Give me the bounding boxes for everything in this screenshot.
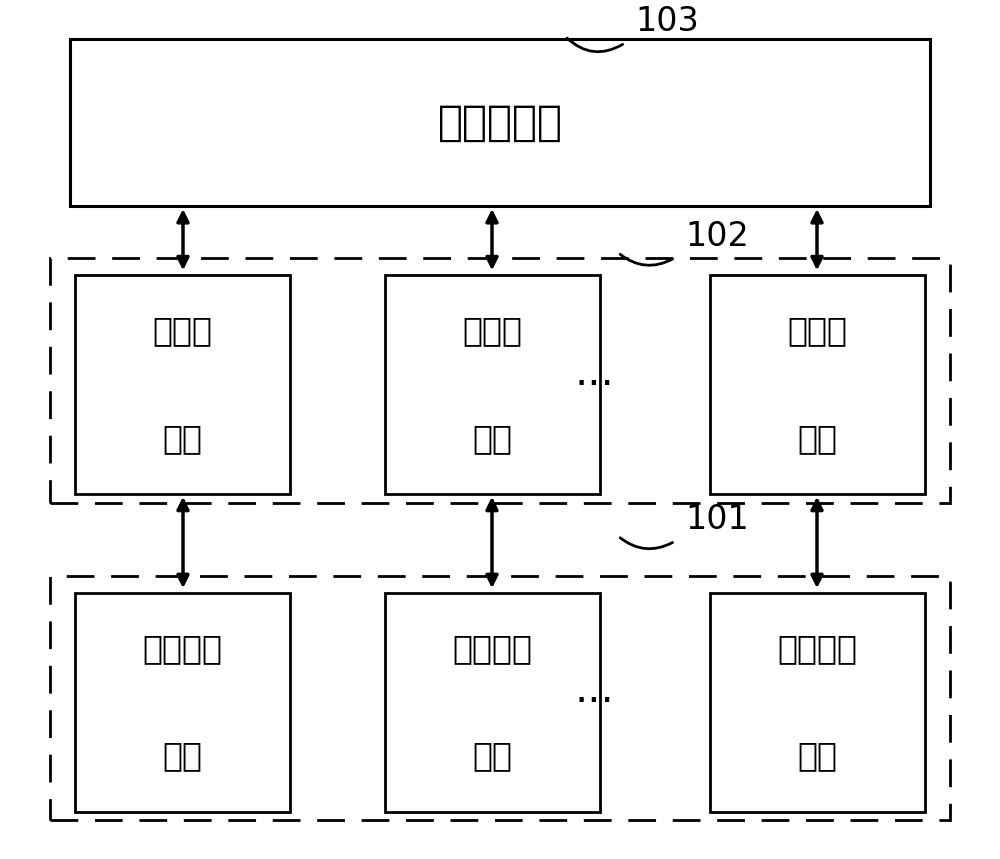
Bar <box>50 258 950 503</box>
Text: 被测存储

阵列: 被测存储 阵列 <box>143 632 222 772</box>
Text: ···: ··· <box>574 681 614 722</box>
Text: 103: 103 <box>635 5 699 38</box>
Text: 自测试

单元: 自测试 单元 <box>152 314 212 454</box>
Text: 测试控制器: 测试控制器 <box>438 101 562 143</box>
Bar <box>70 39 930 206</box>
Bar <box>385 593 600 812</box>
Bar <box>75 593 290 812</box>
Bar <box>50 576 950 820</box>
Text: 自测试

单元: 自测试 单元 <box>788 314 848 454</box>
Text: 102: 102 <box>685 220 749 253</box>
Text: 101: 101 <box>685 503 749 536</box>
Bar <box>385 275 600 494</box>
Text: 自测试

单元: 自测试 单元 <box>462 314 522 454</box>
Text: 被测存储

阵列: 被测存储 阵列 <box>778 632 858 772</box>
Text: ···: ··· <box>574 364 614 405</box>
Text: 被测存储

阵列: 被测存储 阵列 <box>452 632 532 772</box>
Bar <box>710 593 925 812</box>
Bar <box>75 275 290 494</box>
Bar <box>710 275 925 494</box>
